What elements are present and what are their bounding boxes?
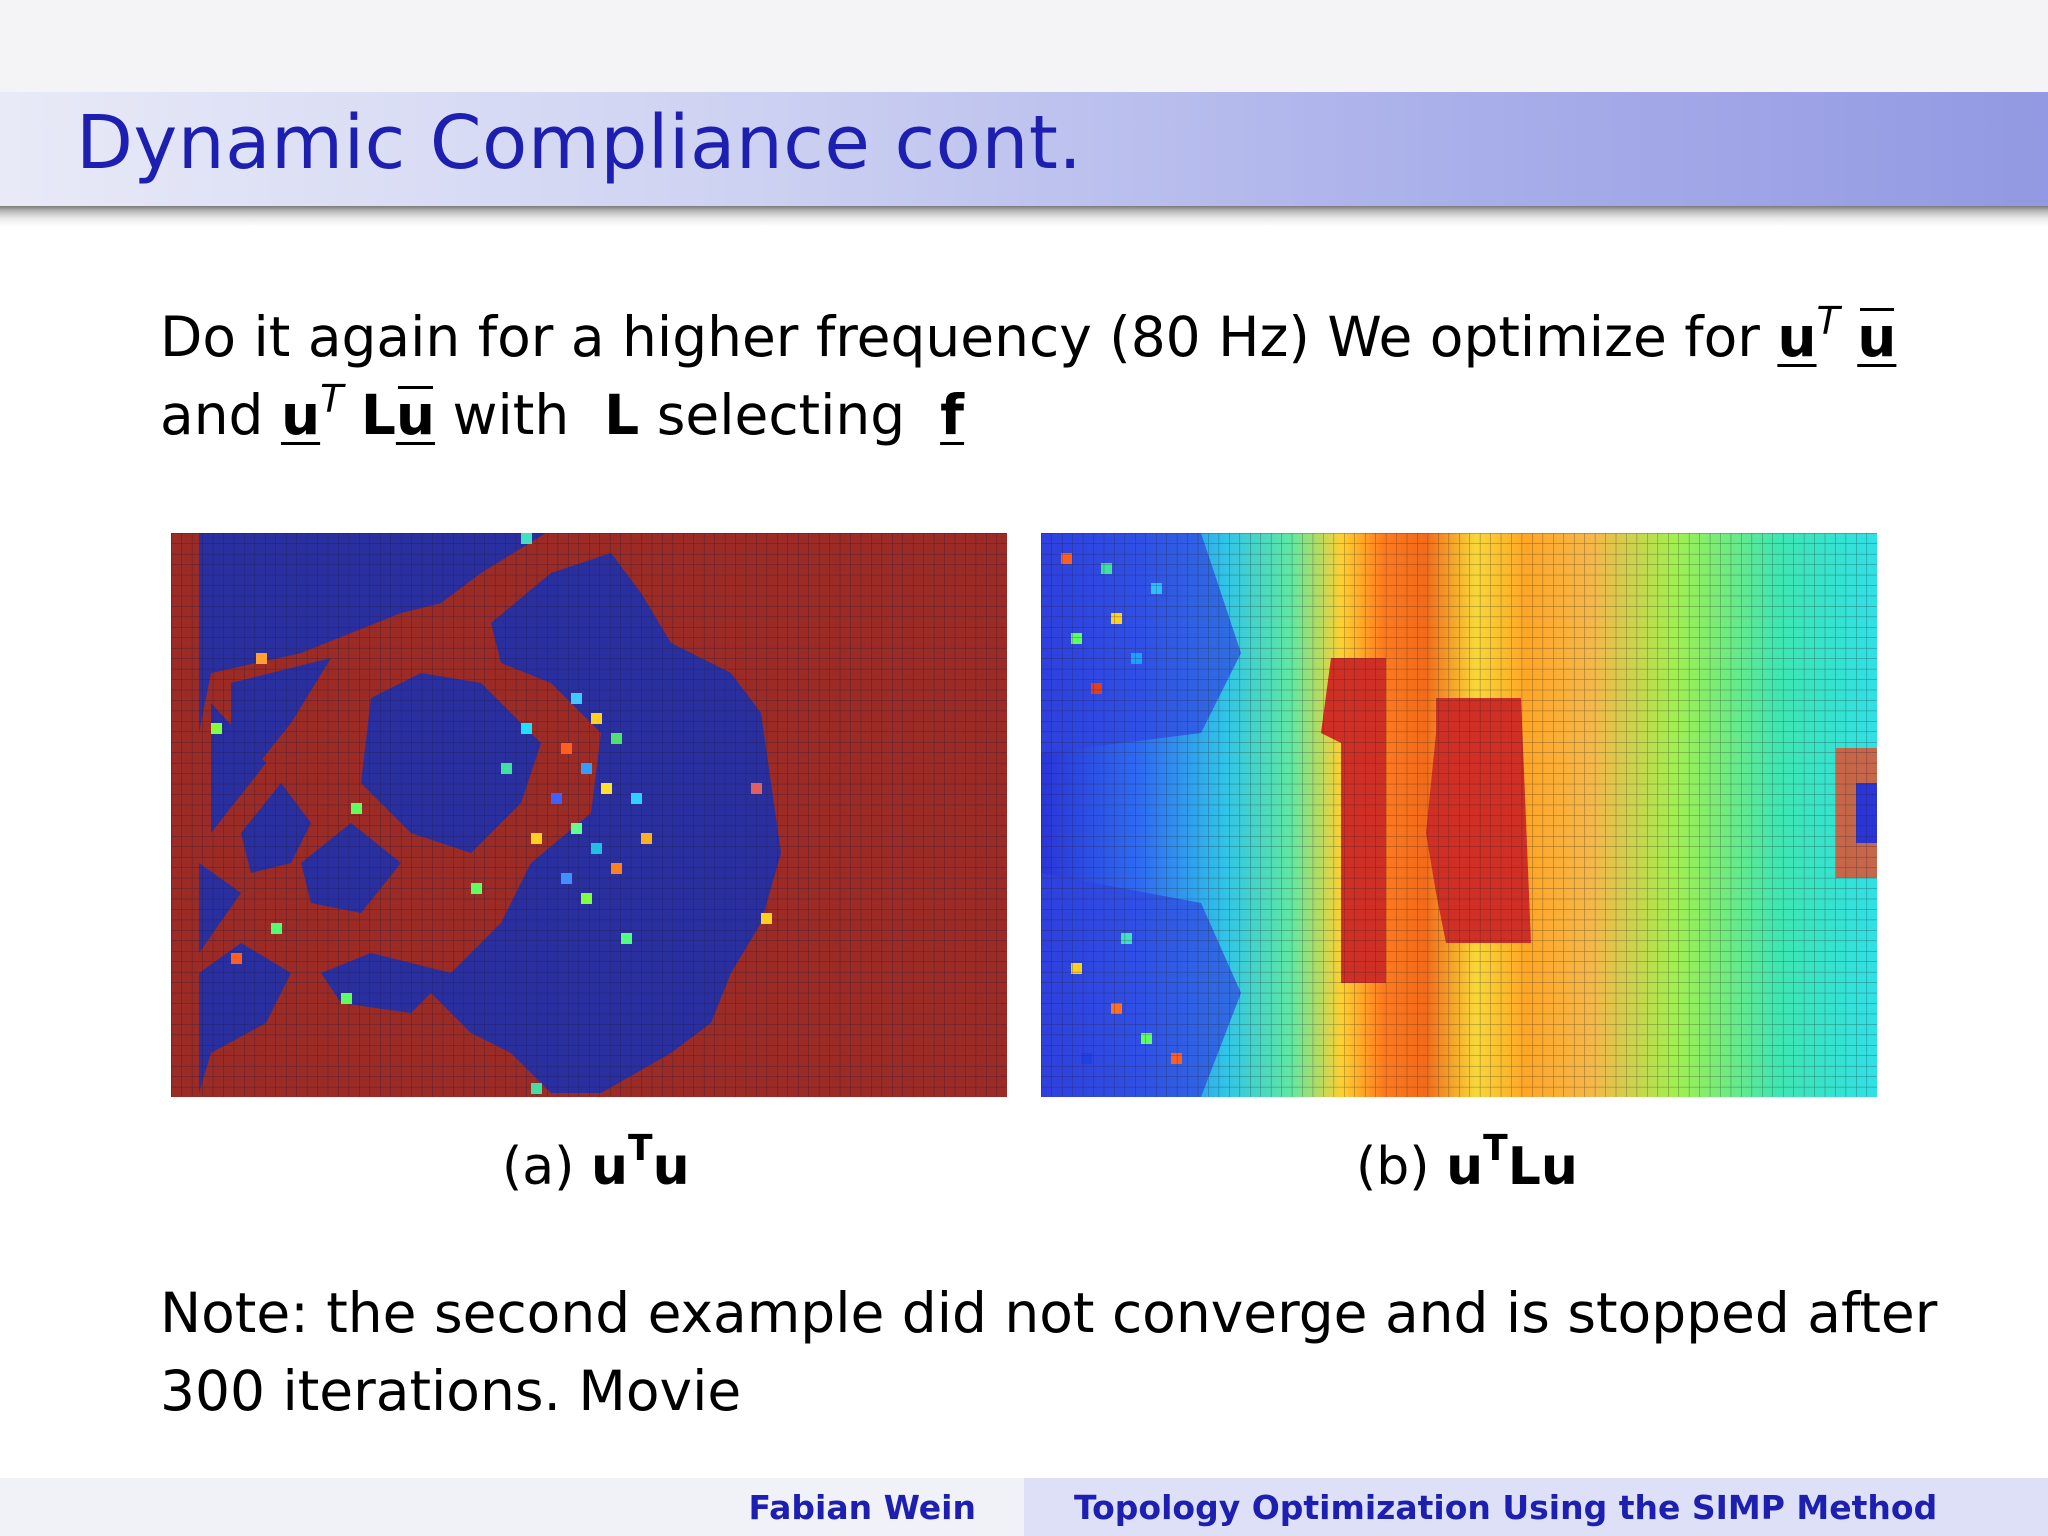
symbol-L: L: [360, 383, 396, 447]
caption-a-prefix: (a): [502, 1137, 591, 1197]
intro-text-and: and: [160, 383, 281, 447]
footer-left: Fabian Wein: [0, 1478, 1024, 1536]
caption-a-u1: u: [590, 1137, 628, 1197]
caption-a: (a) uTu: [502, 1128, 690, 1197]
title-bar-shadow: [0, 206, 2048, 226]
symbol-u-bar: u: [1857, 298, 1896, 376]
intro-text: Do it again for a higher frequency (80 H…: [160, 305, 1778, 369]
intro-text-selecting: selecting: [639, 383, 923, 447]
figure-a-noise-cells: [211, 533, 772, 1094]
intro-text-with: with: [435, 383, 587, 447]
top-strip: [0, 0, 2048, 92]
caption-a-u2: u: [652, 1137, 690, 1197]
symbol-u-2: u: [280, 383, 321, 447]
figure-a-image: [171, 533, 1007, 1097]
figure-b-heatmap: [1041, 533, 1877, 1097]
note-line-2: 300 iterations. Movie: [160, 1359, 742, 1423]
figure-b-image: [1041, 533, 1877, 1097]
caption-b-u1: u: [1446, 1137, 1484, 1197]
note-line-1: Note: the second example did not converg…: [160, 1281, 1938, 1345]
caption-b: (b) uTLu: [1356, 1128, 1578, 1197]
symbol-transpose: T: [1816, 299, 1840, 343]
symbol-u: u: [1777, 305, 1817, 369]
footer-right: Topology Optimization Using the SIMP Met…: [1024, 1478, 2048, 1536]
caption-a-sup: T: [628, 1128, 653, 1169]
symbol-f: f: [940, 383, 965, 447]
title-bar: [0, 92, 2048, 206]
figure-a-density-plot: [171, 533, 1007, 1097]
intro-line-2: and uT Lu with L selecting f: [160, 360, 964, 454]
footer-talk-title: Topology Optimization Using the SIMP Met…: [1074, 1488, 1938, 1527]
footer-author: Fabian Wein: [748, 1488, 976, 1527]
symbol-transpose-2: T: [320, 377, 344, 421]
slide-title: Dynamic Compliance cont.: [76, 100, 1083, 186]
caption-b-L: L: [1507, 1137, 1541, 1197]
symbol-u-bar-2: u: [396, 376, 435, 454]
symbol-L-2: L: [604, 383, 640, 447]
caption-b-prefix: (b): [1356, 1137, 1447, 1197]
intro-line-1: Do it again for a higher frequency (80 H…: [160, 282, 1896, 376]
caption-b-u2: u: [1540, 1137, 1578, 1197]
caption-b-sup: T: [1483, 1128, 1508, 1169]
